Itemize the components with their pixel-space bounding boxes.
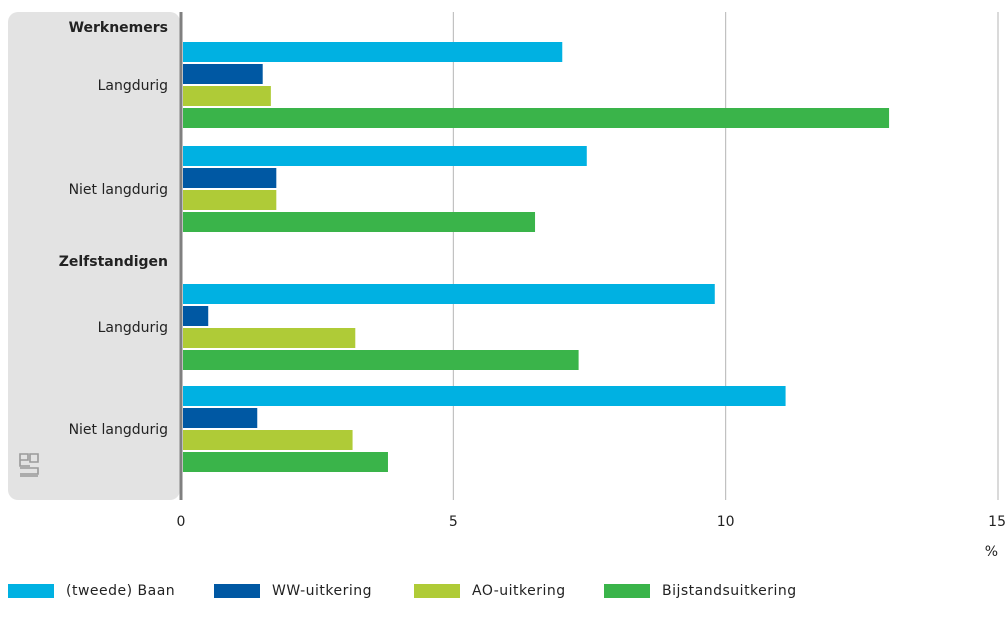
legend-swatch (604, 584, 650, 598)
legend-item: AO-uitkering (414, 580, 566, 602)
legend-item: WW-uitkering (214, 580, 372, 602)
group-label: Zelfstandigen (59, 254, 168, 270)
cbs-logo-icon (19, 453, 39, 477)
legend (0, 610, 1000, 632)
bar (183, 42, 563, 62)
bar (183, 212, 536, 232)
category-label: Niet langdurig (69, 422, 168, 438)
x-tick-label: 0 (177, 514, 186, 530)
gridlines (452, 12, 999, 500)
legend-visible: (tweede) Baan WW-uitkering AO-uitkering Bij… (0, 580, 1008, 601)
bar (183, 146, 587, 166)
legend-swatch (8, 584, 54, 598)
category-labels: Werknemers Langdurig Niet langdurig Zelfsta… (59, 20, 168, 438)
legend-item: Bijstandsuitkering (604, 580, 797, 602)
x-tick-label: 10 (717, 514, 735, 530)
category-label: Langdurig (98, 78, 168, 94)
bar (183, 168, 277, 188)
legend-label: WW-uitkering (272, 583, 373, 599)
bar (183, 386, 786, 406)
category-label: Langdurig (98, 320, 168, 336)
bar (183, 86, 271, 106)
bar (183, 350, 579, 370)
legend-item: (tweede) Baan (8, 580, 175, 602)
bar (183, 306, 209, 326)
legend-label: (tweede) Baan (66, 583, 176, 599)
bars (183, 42, 890, 472)
x-tick-label: 5 (449, 514, 458, 530)
legend-label: AO-uitkering (472, 583, 566, 599)
bar (183, 452, 388, 472)
chart: Werknemers Langdurig Niet langdurig Zelfsta… (8, 12, 1006, 560)
group-label: Werknemers (69, 20, 168, 36)
bar (183, 284, 715, 304)
legend-swatch (214, 584, 260, 598)
legend-label: Bijstandsuitkering (662, 583, 797, 599)
x-unit-label: % (985, 544, 998, 560)
bar (183, 108, 890, 128)
bar (183, 430, 353, 450)
label-panel (8, 12, 180, 500)
bar (183, 408, 258, 428)
x-tick-label: 15 (988, 514, 1006, 530)
bar (183, 64, 263, 84)
category-label: Niet langdurig (69, 182, 168, 198)
bar (183, 328, 356, 348)
x-tick-labels: 0 5 10 15 (177, 514, 1006, 530)
legend-swatch (414, 584, 460, 598)
bar (183, 190, 277, 210)
